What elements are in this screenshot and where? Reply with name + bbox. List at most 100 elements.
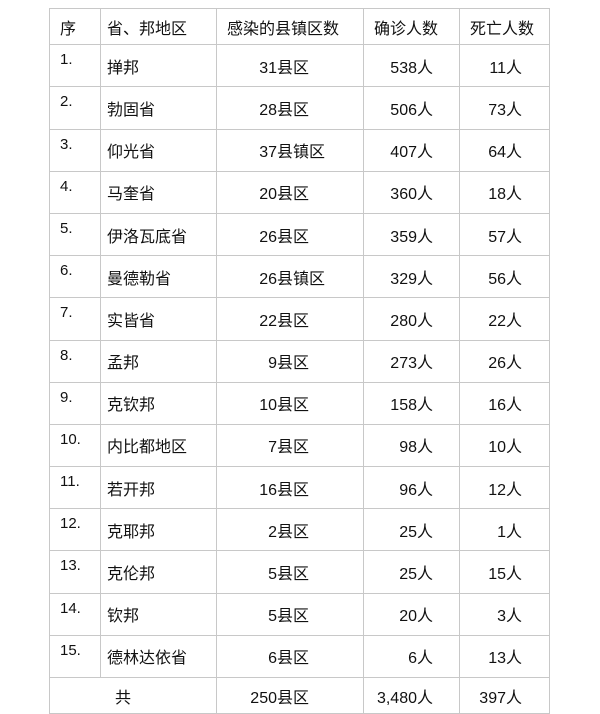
county-count: 9县区 xyxy=(216,339,364,383)
person-unit: 人 xyxy=(417,101,434,119)
person-unit: 人 xyxy=(417,270,434,288)
table-row: 6. 曼德勒省 26县镇区 329人 56人 xyxy=(49,255,550,299)
region-text: 孟邦 xyxy=(107,355,140,373)
region-name: 曼德勒省 xyxy=(100,255,217,299)
region-name: 孟邦 xyxy=(100,339,217,383)
region-text: 曼德勒省 xyxy=(107,270,172,288)
death-count: 57人 xyxy=(459,212,550,257)
person-unit: 人 xyxy=(417,689,434,707)
region-name: 伊洛瓦底省 xyxy=(100,212,217,257)
county-count: 28县区 xyxy=(216,86,364,130)
table-row: 4. 马奎省 20县区 360人 18人 xyxy=(49,170,550,214)
person-unit: 人 xyxy=(506,144,523,162)
person-unit: 人 xyxy=(417,608,434,626)
county-number: 16 xyxy=(259,481,277,499)
county-unit: 县区 xyxy=(277,355,310,373)
county-number: 26 xyxy=(259,270,277,288)
total-confirmed-number: 3,480 xyxy=(376,689,417,707)
death-number: 56 xyxy=(488,270,506,288)
county-number: 5 xyxy=(268,608,277,626)
header-region: 省、邦地区 xyxy=(100,7,217,46)
index-text: 8. xyxy=(60,346,73,364)
death-number: 64 xyxy=(488,144,506,162)
county-count: 6县区 xyxy=(216,634,364,679)
table-row: 11. 若开邦 16县区 96人 12人 xyxy=(49,466,550,510)
death-number: 12 xyxy=(488,481,506,499)
confirmed-number: 273 xyxy=(390,355,417,373)
row-index: 7. xyxy=(49,297,101,341)
header-counties: 感染的县镇区数 xyxy=(216,7,364,46)
region-name: 克伦邦 xyxy=(100,550,217,594)
table-row: 15. 德林达依省 6县区 6人 13人 xyxy=(49,634,550,679)
table-row: 8. 孟邦 9县区 273人 26人 xyxy=(49,339,550,383)
table-row: 1. 掸邦 31县区 538人 11人 xyxy=(49,44,550,88)
covid-stats-table: 序 省、邦地区 感染的县镇区数 确诊人数 死亡人数 1. 掸邦 31县区 538人 11… xyxy=(49,7,550,714)
county-count: 20县区 xyxy=(216,170,364,214)
row-index: 11. xyxy=(49,466,101,510)
region-name: 克钦邦 xyxy=(100,381,217,425)
row-index: 4. xyxy=(49,170,101,214)
county-number: 6 xyxy=(268,650,277,668)
total-row: 共 250县区 3,480人 397人 xyxy=(49,676,550,714)
confirmed-number: 25 xyxy=(399,523,417,541)
confirmed-count: 20人 xyxy=(363,592,460,636)
index-text: 4. xyxy=(60,177,73,195)
county-unit: 县镇区 xyxy=(277,144,326,162)
confirmed-count: 6人 xyxy=(363,634,460,679)
confirmed-count: 273人 xyxy=(363,339,460,383)
person-unit: 人 xyxy=(417,228,434,246)
person-unit: 人 xyxy=(417,650,434,668)
confirmed-number: 538 xyxy=(390,59,417,77)
county-count: 10县区 xyxy=(216,381,364,425)
death-number: 13 xyxy=(488,650,506,668)
total-counties: 250县区 xyxy=(216,676,364,714)
region-name: 勃固省 xyxy=(100,86,217,130)
index-text: 3. xyxy=(60,135,73,153)
region-name: 马奎省 xyxy=(100,170,217,214)
death-number: 11 xyxy=(489,59,506,77)
region-name: 德林达依省 xyxy=(100,634,217,679)
region-name: 掸邦 xyxy=(100,44,217,88)
death-number: 57 xyxy=(488,228,506,246)
county-unit: 县区 xyxy=(277,101,310,119)
region-text: 勃固省 xyxy=(107,101,156,119)
confirmed-number: 25 xyxy=(399,566,417,584)
header-deaths: 死亡人数 xyxy=(459,7,550,46)
county-unit: 县区 xyxy=(277,608,310,626)
total-death-number: 397 xyxy=(479,689,506,707)
confirmed-count: 407人 xyxy=(363,128,460,172)
person-unit: 人 xyxy=(506,689,523,707)
person-unit: 人 xyxy=(417,439,434,457)
confirmed-number: 359 xyxy=(390,228,417,246)
death-count: 3人 xyxy=(459,592,550,636)
death-count: 56人 xyxy=(459,255,550,299)
county-unit: 县镇区 xyxy=(277,270,326,288)
row-index: 15. xyxy=(49,634,101,679)
county-number: 31 xyxy=(259,59,277,77)
death-count: 1人 xyxy=(459,508,550,552)
confirmed-number: 20 xyxy=(399,608,417,626)
county-unit: 县区 xyxy=(277,566,310,584)
confirmed-count: 506人 xyxy=(363,86,460,130)
person-unit: 人 xyxy=(506,481,523,499)
death-count: 15人 xyxy=(459,550,550,594)
county-unit: 县区 xyxy=(277,650,310,668)
person-unit: 人 xyxy=(506,439,523,457)
person-unit: 人 xyxy=(506,397,523,415)
region-name: 实皆省 xyxy=(100,297,217,341)
row-index: 10. xyxy=(49,423,101,468)
region-text: 掸邦 xyxy=(107,59,140,77)
table-row: 3. 仰光省 37县镇区 407人 64人 xyxy=(49,128,550,172)
index-text: 6. xyxy=(60,262,73,280)
death-number: 22 xyxy=(488,312,506,330)
header-row: 序 省、邦地区 感染的县镇区数 确诊人数 死亡人数 xyxy=(49,7,550,46)
total-label-text: 共 xyxy=(114,689,131,707)
table-row: 13. 克伦邦 5县区 25人 15人 xyxy=(49,550,550,594)
death-count: 13人 xyxy=(459,634,550,679)
death-count: 22人 xyxy=(459,297,550,341)
index-text: 11. xyxy=(60,473,80,491)
confirmed-count: 359人 xyxy=(363,212,460,257)
index-text: 10. xyxy=(60,430,81,448)
region-text: 德林达依省 xyxy=(107,650,188,668)
person-unit: 人 xyxy=(506,228,523,246)
